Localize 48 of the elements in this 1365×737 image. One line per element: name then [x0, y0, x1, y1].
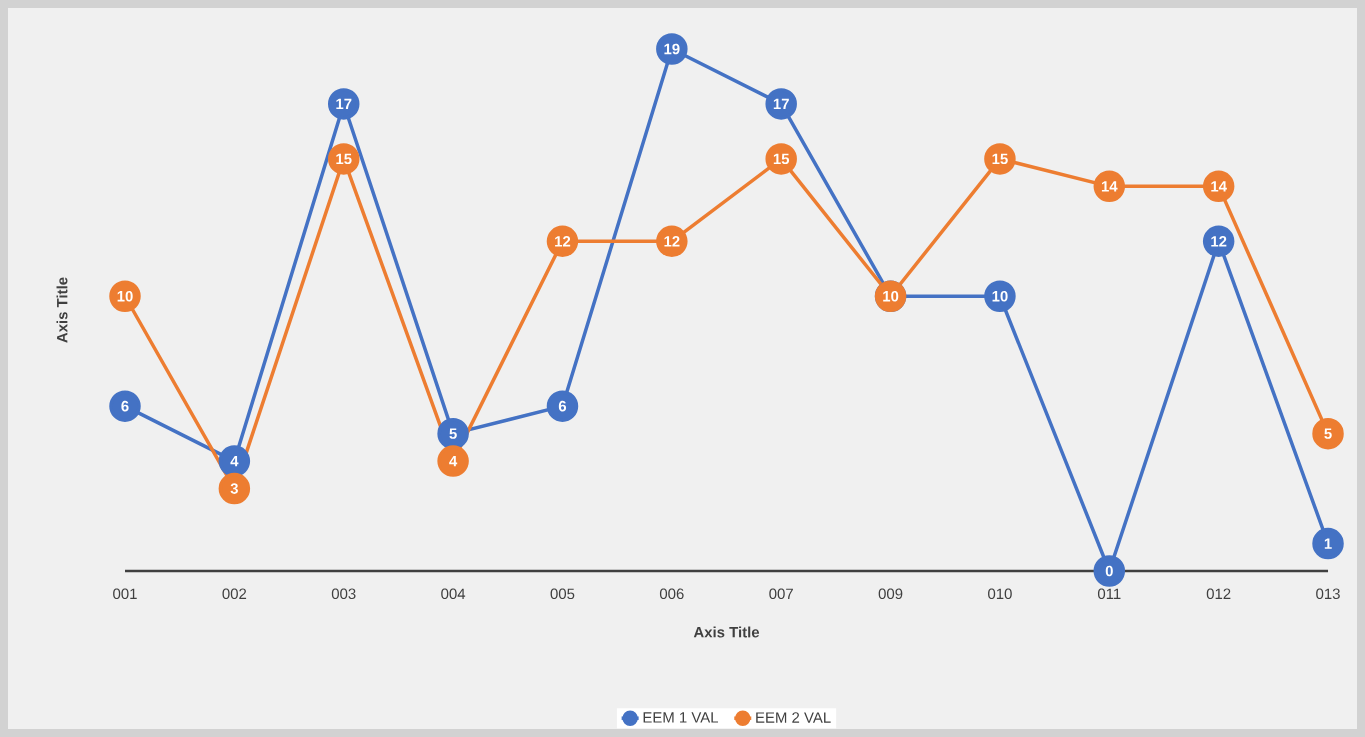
data-label: 3 — [230, 483, 238, 494]
legend-label: EEM 1 VAL — [643, 712, 719, 723]
data-label: 17 — [336, 98, 352, 110]
x-tick-label: 012 — [1206, 588, 1231, 600]
point — [1312, 417, 1344, 450]
data-label: 12 — [664, 236, 680, 247]
data-label: 10 — [883, 290, 899, 302]
data-label: 14 — [1101, 181, 1118, 192]
data-label: 4 — [449, 455, 458, 467]
point — [218, 472, 251, 505]
point — [437, 445, 469, 477]
data-label: 6 — [558, 400, 567, 412]
point — [437, 417, 469, 450]
data-label: 5 — [449, 428, 457, 439]
point — [109, 390, 141, 422]
point — [1093, 555, 1126, 587]
data-label: 15 — [773, 153, 790, 165]
data-label: 0 — [1105, 565, 1113, 577]
x-tick-label: 005 — [550, 588, 575, 600]
x-tick-label: 011 — [1097, 588, 1121, 600]
x-tick-label: 001 — [113, 588, 137, 600]
data-label: 15 — [336, 153, 352, 165]
legend-label: EEM 2 VAL — [756, 712, 831, 723]
x-tick-label: 002 — [222, 588, 247, 600]
data-label: 12 — [555, 236, 571, 247]
x-tick-label: 004 — [441, 588, 466, 600]
x-axis-title: Axis Title — [693, 626, 760, 638]
x-tick-label: 010 — [988, 588, 1012, 600]
data-label: 12 — [1211, 236, 1227, 247]
y-axis-title: Axis Title — [56, 277, 68, 343]
x-tick-label: 006 — [659, 588, 684, 600]
data-label: 1 — [1324, 538, 1332, 549]
point — [1312, 527, 1344, 560]
point — [546, 390, 579, 422]
x-tick-label: 007 — [769, 588, 793, 600]
data-label: 4 — [230, 455, 239, 467]
x-tick-label: 003 — [331, 588, 356, 600]
data-label: 14 — [1211, 181, 1227, 192]
data-label: 15 — [992, 153, 1008, 165]
data-label: 5 — [1324, 428, 1332, 439]
data-label: 6 — [121, 400, 129, 412]
data-label: 17 — [773, 98, 789, 110]
point — [218, 445, 251, 477]
x-tick-label: 009 — [878, 588, 903, 600]
data-label: 19 — [664, 43, 680, 55]
data-label: 10 — [992, 290, 1008, 302]
data-label: 10 — [117, 290, 133, 302]
x-tick-label: 013 — [1316, 588, 1340, 600]
